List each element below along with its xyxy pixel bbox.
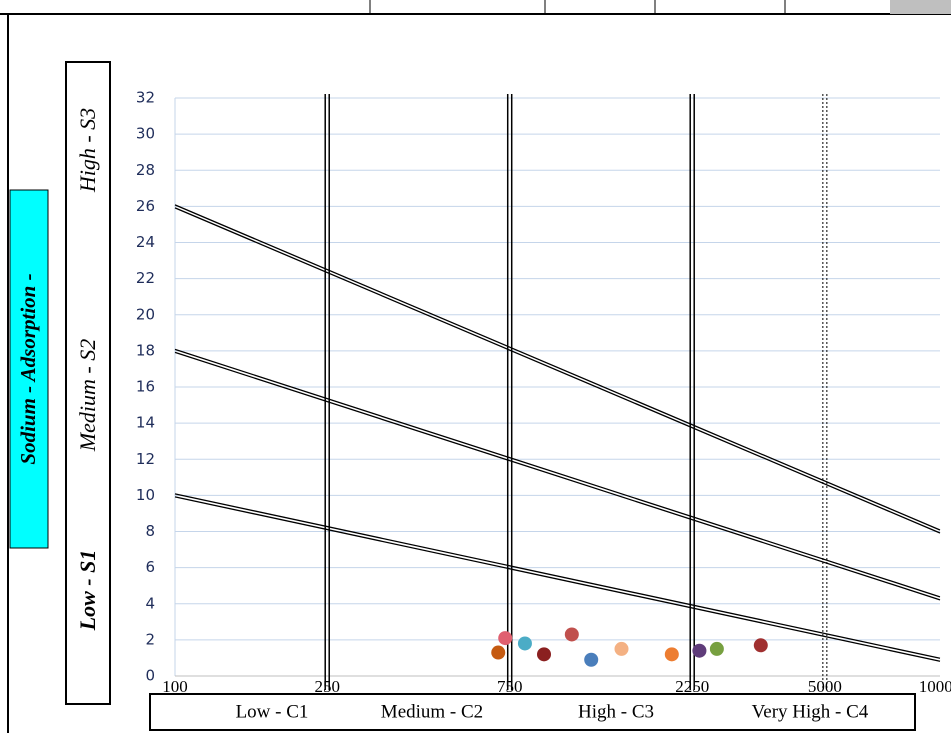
hazard-boundary <box>174 204 941 531</box>
y-tick-label: 28 <box>136 161 155 179</box>
x-tick-label: 750 <box>497 677 523 696</box>
hazard-boundary <box>174 493 941 659</box>
y-zone-label: Medium - S2 <box>75 339 100 452</box>
data-point <box>692 643 707 658</box>
y-label-box <box>9 189 49 549</box>
y-tick-label: 6 <box>145 558 155 576</box>
x-zone-box <box>149 693 916 731</box>
hazard-boundary <box>174 496 941 662</box>
x-zone-label: Medium - C2 <box>381 701 483 722</box>
y-tick-label: 26 <box>136 197 155 215</box>
y-tick-label: 12 <box>136 450 155 468</box>
y-tick-label: 4 <box>145 594 155 612</box>
y-tick-label: 32 <box>136 89 155 107</box>
y-tick-label: 30 <box>136 125 155 143</box>
data-point <box>614 641 629 656</box>
y-tick-label: 10 <box>136 486 155 504</box>
x-tick-label: 10000 <box>919 677 951 696</box>
data-point <box>517 636 532 651</box>
y-tick-label: 22 <box>136 269 155 287</box>
x-tick-label: 250 <box>314 677 340 696</box>
y-tick-label: 16 <box>136 378 155 396</box>
y-tick-label: 18 <box>136 341 155 359</box>
x-zone-label: Low - C1 <box>236 701 309 722</box>
y-tick-label: 0 <box>145 667 155 685</box>
y-zone-label: Low - S1 <box>75 550 100 632</box>
hazard-boundary <box>174 351 941 601</box>
x-tick-label: 100 <box>162 677 188 696</box>
y-tick-label: 20 <box>136 305 155 323</box>
data-point <box>537 647 552 662</box>
x-zone-label: High - C3 <box>578 701 654 722</box>
zone-box <box>65 61 111 705</box>
top-cell <box>890 0 951 14</box>
data-point <box>664 647 679 662</box>
y-tick-label: 2 <box>145 630 155 648</box>
data-point <box>753 638 768 653</box>
hazard-boundary <box>174 348 941 598</box>
x-tick-label: 5000 <box>808 677 842 696</box>
y-tick-label: 24 <box>136 233 155 251</box>
x-zone-label: Very High - C4 <box>752 701 869 722</box>
data-point <box>584 652 599 667</box>
y-axis-label: Sodium - Adsorption - <box>16 273 40 464</box>
data-point <box>709 641 724 656</box>
x-tick-label: 2250 <box>675 677 709 696</box>
y-zone-label: High - S3 <box>75 108 100 193</box>
y-tick-label: 14 <box>136 414 155 432</box>
data-point <box>564 627 579 642</box>
y-tick-label: 8 <box>145 522 155 540</box>
data-point <box>491 645 506 660</box>
data-point <box>498 631 513 646</box>
hazard-boundary <box>174 207 941 534</box>
